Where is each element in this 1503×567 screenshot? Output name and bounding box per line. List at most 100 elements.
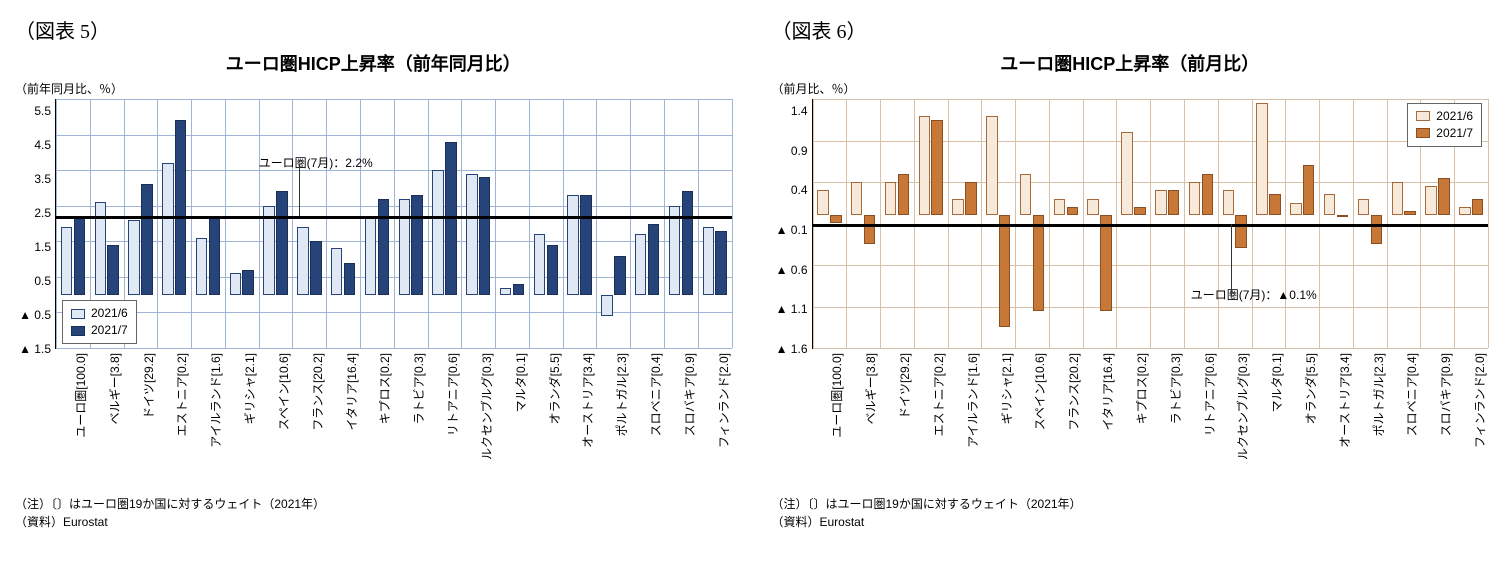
annotation-pointer (1231, 224, 1232, 296)
x-tick-label: マルタ[0.1] (495, 349, 529, 489)
x-tick-label: ギリシャ[2.1] (224, 349, 258, 489)
x-tick-label: キプロス[0.2] (1116, 349, 1150, 489)
x-tick-label: ルクセンブルグ[0.3] (1217, 349, 1251, 489)
reference-line (813, 224, 1489, 227)
panels-container: （図表 5） ユーロ圏HICP上昇率（前年同月比） （前年同月比、％） 5.5 4… (15, 15, 1488, 531)
legend-item: 2021/7 (1416, 125, 1473, 142)
legend-label: 2021/6 (1436, 108, 1473, 125)
legend-swatch (71, 309, 85, 319)
gridline-v (732, 99, 733, 348)
x-tick-label: マルタ[0.1] (1251, 349, 1285, 489)
x-tick-label: オランダ[5.5] (1285, 349, 1319, 489)
x-tick-label: オランダ[5.5] (529, 349, 563, 489)
reference-line (56, 216, 732, 219)
legend-item: 2021/6 (71, 305, 128, 322)
x-tick-label: ユーロ圏[100.0] (55, 349, 89, 489)
y-axis-label: （前年同月比、％） (15, 80, 732, 97)
x-tick-label: ポルトガル[2.3] (1353, 349, 1387, 489)
x-tick-label: スロベニア[0.4] (1387, 349, 1421, 489)
x-tick-label: アイルランド[1.6] (947, 349, 981, 489)
x-tick-label: ラトビア[0.3] (1150, 349, 1184, 489)
x-tick-label: イタリア[16.4] (326, 349, 360, 489)
chart-panel-left: （図表 5） ユーロ圏HICP上昇率（前年同月比） （前年同月比、％） 5.5 4… (15, 15, 732, 531)
annotation-label: ユーロ圏(7月)：2.2% (259, 154, 373, 171)
chart-wrapper: 1.40.90.4▲ 0.1▲ 0.6▲ 1.1▲ 1.6 ユーロ圏(7月)：▲… (772, 99, 1489, 349)
x-tick-label: スロバキア[0.9] (1420, 349, 1454, 489)
x-tick-label: キプロス[0.2] (359, 349, 393, 489)
x-labels: ユーロ圏[100.0]ベルギー[3.8]ドイツ[29.2]エストニア[0.2]ア… (772, 349, 1489, 489)
x-tick-label: エストニア[0.2] (913, 349, 947, 489)
y-tick-label: 4.5 (34, 139, 51, 151)
plot-area: ユーロ圏(7月)：▲0.1% 2021/62021/7 (812, 99, 1489, 349)
legend: 2021/62021/7 (1407, 103, 1482, 147)
y-ticks: 5.54.53.52.51.50.5▲ 0.5▲ 1.5 (15, 99, 55, 349)
x-tick-label: オーストリア[3.4] (1319, 349, 1353, 489)
y-tick-label: 2.5 (34, 207, 51, 219)
x-tick-label: ベルギー[3.8] (89, 349, 123, 489)
y-tick-label: 0.5 (34, 275, 51, 287)
legend-swatch (1416, 111, 1430, 121)
x-tick-label: イタリア[16.4] (1082, 349, 1116, 489)
y-tick-label: 1.5 (34, 241, 51, 253)
chart-wrapper: 5.54.53.52.51.50.5▲ 0.5▲ 1.5 ユーロ圏(7月)：2.… (15, 99, 732, 349)
annotation-label: ユーロ圏(7月)：▲0.1% (1191, 286, 1317, 303)
x-labels: ユーロ圏[100.0]ベルギー[3.8]ドイツ[29.2]エストニア[0.2]ア… (15, 349, 732, 489)
legend: 2021/62021/7 (62, 300, 137, 344)
x-tick-label: ユーロ圏[100.0] (812, 349, 846, 489)
x-tick-label: スロバキア[0.9] (664, 349, 698, 489)
legend-item: 2021/6 (1416, 108, 1473, 125)
y-tick-label: 0.9 (791, 145, 808, 157)
x-tick-label: スペイン[10.6] (258, 349, 292, 489)
y-tick-label: ▲ 0.6 (776, 264, 808, 276)
y-ticks: 1.40.90.4▲ 0.1▲ 0.6▲ 1.1▲ 1.6 (772, 99, 812, 349)
x-tick-label: フランス[20.2] (1048, 349, 1082, 489)
figure-label: （図表 5） (15, 15, 732, 44)
y-tick-label: ▲ 1.6 (776, 343, 808, 355)
y-tick-label: ▲ 0.1 (776, 224, 808, 236)
legend-label: 2021/7 (91, 322, 128, 339)
y-tick-label: ▲ 0.5 (19, 309, 51, 321)
chart-notes: （注）〔〕はユーロ圏19か国に対するウェイト（2021年） （資料）Eurost… (772, 495, 1489, 531)
legend-swatch (71, 326, 85, 336)
x-tick-label: フランス[20.2] (292, 349, 326, 489)
note-line: （注）〔〕はユーロ圏19か国に対するウェイト（2021年） (15, 495, 732, 513)
y-tick-label: 5.5 (34, 105, 51, 117)
x-tick-label: ギリシャ[2.1] (981, 349, 1015, 489)
x-tick-label: ラトビア[0.3] (393, 349, 427, 489)
annotation-pointer (299, 164, 300, 217)
legend-swatch (1416, 128, 1430, 138)
plot-area: ユーロ圏(7月)：2.2% 2021/62021/7 (55, 99, 732, 349)
x-tick-label: オーストリア[3.4] (562, 349, 596, 489)
legend-item: 2021/7 (71, 322, 128, 339)
x-tick-label: フィンランド[2.0] (1454, 349, 1488, 489)
x-tick-label: ポルトガル[2.3] (596, 349, 630, 489)
y-tick-label: ▲ 1.5 (19, 343, 51, 355)
chart-notes: （注）〔〕はユーロ圏19か国に対するウェイト（2021年） （資料）Eurost… (15, 495, 732, 531)
x-tick-label: ドイツ[29.2] (123, 349, 157, 489)
chart-title: ユーロ圏HICP上昇率（前月比） (772, 50, 1489, 76)
figure-label: （図表 6） (772, 15, 1489, 44)
note-line: （資料）Eurostat (772, 513, 1489, 531)
overlay-layer: ユーロ圏(7月)：▲0.1% 2021/62021/7 (813, 99, 1489, 348)
y-tick-label: 0.4 (791, 184, 808, 196)
chart-title: ユーロ圏HICP上昇率（前年同月比） (15, 50, 732, 76)
y-tick-label: 3.5 (34, 173, 51, 185)
note-line: （資料）Eurostat (15, 513, 732, 531)
y-tick-label: ▲ 1.1 (776, 303, 808, 315)
gridline-v (1488, 99, 1489, 348)
overlay-layer: ユーロ圏(7月)：2.2% 2021/62021/7 (56, 99, 732, 348)
x-tick-label: アイルランド[1.6] (190, 349, 224, 489)
chart-panel-right: （図表 6） ユーロ圏HICP上昇率（前月比） （前月比、％） 1.4 0.9 0.… (772, 15, 1489, 531)
x-tick-label: リトアニア[0.6] (1184, 349, 1218, 489)
x-tick-label: エストニア[0.2] (156, 349, 190, 489)
legend-label: 2021/7 (1436, 125, 1473, 142)
note-line: （注）〔〕はユーロ圏19か国に対するウェイト（2021年） (772, 495, 1489, 513)
x-tick-label: スペイン[10.6] (1014, 349, 1048, 489)
y-tick-label: 1.4 (791, 105, 808, 117)
y-axis-label: （前月比、％） (772, 80, 1489, 97)
x-tick-label: ルクセンブルグ[0.3] (461, 349, 495, 489)
x-tick-label: スロベニア[0.4] (630, 349, 664, 489)
x-tick-label: リトアニア[0.6] (427, 349, 461, 489)
x-tick-label: フィンランド[2.0] (698, 349, 732, 489)
x-tick-label: ベルギー[3.8] (845, 349, 879, 489)
